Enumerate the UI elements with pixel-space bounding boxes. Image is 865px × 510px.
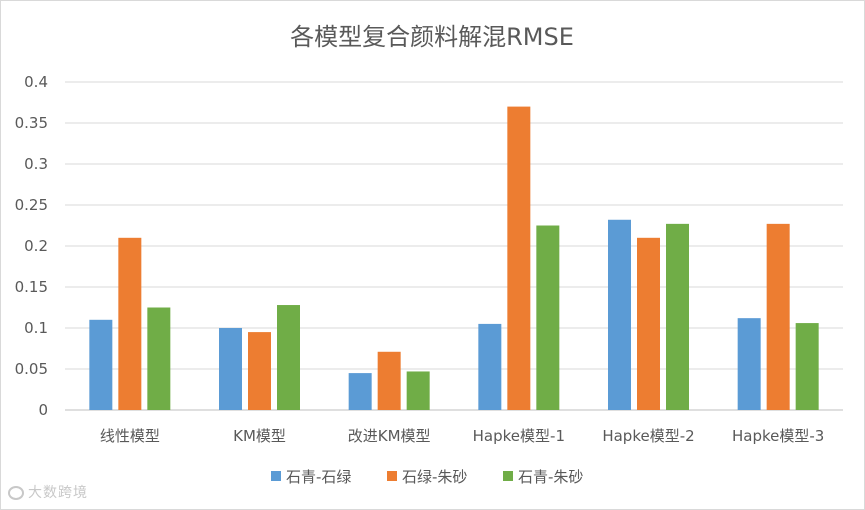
y-tick-label: 0.15 xyxy=(15,278,48,296)
bar xyxy=(377,351,401,410)
gridlines xyxy=(65,81,843,411)
bar xyxy=(277,305,300,410)
watermark-icon xyxy=(8,486,24,500)
y-tick-label: 0.3 xyxy=(24,155,48,173)
legend: 石青-石绿 石绿-朱砂 石青-朱砂 xyxy=(271,468,583,486)
bar xyxy=(507,106,531,410)
y-tick-label: 0.2 xyxy=(24,237,48,255)
y-tick-label: 0.35 xyxy=(15,114,48,132)
bar xyxy=(795,323,819,410)
bar xyxy=(348,373,372,410)
bars xyxy=(89,106,819,410)
bar xyxy=(737,318,761,410)
legend-label: 石青-朱砂 xyxy=(518,468,583,486)
x-category-label: KM模型 xyxy=(233,427,286,445)
x-axis-categories: 线性模型 KM模型 改进KM模型 Hapke模型-1 Hapke模型-2 Hapke模型-… xyxy=(100,427,825,445)
bar xyxy=(147,307,171,410)
bar xyxy=(666,223,689,410)
y-tick-label: 0.05 xyxy=(15,360,48,378)
bar xyxy=(637,237,660,410)
bar xyxy=(248,332,271,410)
bar xyxy=(608,219,631,410)
legend-label: 石绿-朱砂 xyxy=(402,468,467,486)
bar xyxy=(406,371,430,410)
bar xyxy=(536,225,560,410)
y-tick-label: 0.1 xyxy=(24,319,48,337)
y-tick-label: 0.25 xyxy=(15,196,48,214)
legend-swatch xyxy=(503,471,513,481)
legend-swatch xyxy=(387,471,397,481)
y-tick-label: 0.4 xyxy=(24,73,48,91)
x-category-label: 线性模型 xyxy=(100,427,160,445)
legend-label: 石青-石绿 xyxy=(286,468,351,486)
y-tick-label: 0 xyxy=(38,401,48,419)
watermark-logo: 大数跨境 xyxy=(8,482,88,502)
legend-swatch xyxy=(271,471,281,481)
x-category-label: Hapke模型-1 xyxy=(473,427,565,445)
x-category-label: 改进KM模型 xyxy=(348,427,431,445)
bar xyxy=(766,223,790,410)
chart-title: 各模型复合颜料解混RMSE xyxy=(290,23,574,51)
x-category-label: Hapke模型-2 xyxy=(602,427,694,445)
x-category-label: Hapke模型-3 xyxy=(732,427,824,445)
bar xyxy=(478,323,502,410)
bar xyxy=(89,319,113,410)
bar xyxy=(118,237,142,410)
bar xyxy=(219,328,242,410)
watermark-text: 大数跨境 xyxy=(28,485,88,501)
y-axis-ticks: 0 0.05 0.1 0.15 0.2 0.25 0.3 0.35 0.4 xyxy=(15,73,48,419)
